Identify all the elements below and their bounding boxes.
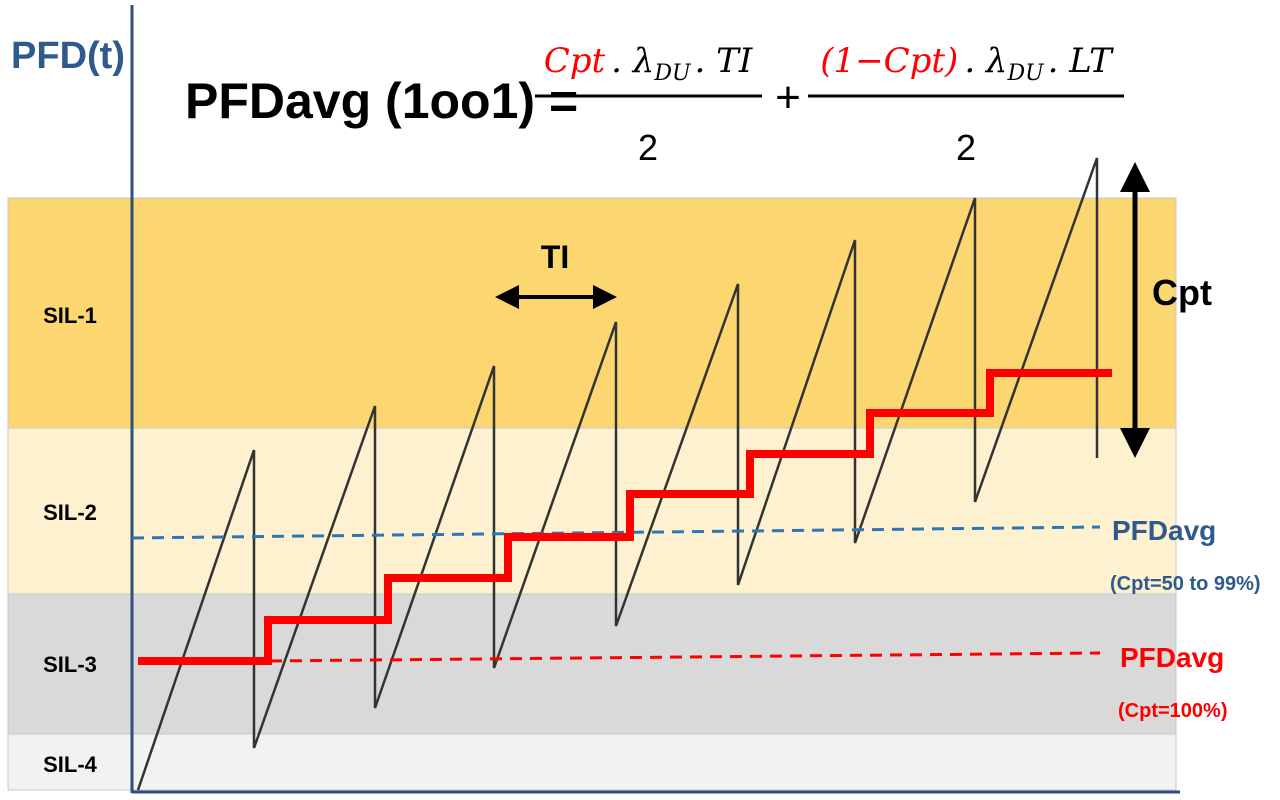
formula-part: . λ	[964, 41, 1007, 81]
band-sil2	[7, 427, 1177, 595]
formula-red: Cpt	[544, 41, 606, 81]
formula-plus: +	[775, 73, 801, 122]
formula-sub: DU	[1006, 61, 1045, 86]
band-label: SIL-4	[43, 752, 98, 777]
formula-sub: DU	[653, 61, 692, 86]
formula-numerator: (1−Cpt). λDU. LT	[820, 41, 1114, 86]
band-label: SIL-1	[43, 303, 97, 328]
formula-red: (1−Cpt)	[820, 41, 958, 81]
formula-part: . λ	[611, 41, 654, 81]
formula-numerator: Cpt. λDU. TI	[544, 41, 753, 86]
legend-note: (Cpt=100%)	[1118, 700, 1227, 722]
cpt-label: Cpt	[1152, 272, 1212, 313]
sawtooth	[136, 157, 1099, 791]
axis-label: PFD(t)	[11, 35, 125, 77]
formula-lhs: PFDavg (1oo1) =	[185, 73, 578, 129]
pfdavg-blue-line	[131, 525, 1101, 540]
formula-denominator: 2	[638, 127, 658, 168]
legend-label: PFDavg	[1120, 642, 1224, 673]
ti-label: TI	[541, 239, 569, 275]
formula-denominator: 2	[956, 127, 976, 168]
band-label: SIL-2	[43, 500, 97, 525]
legend-label: PFDavg	[1112, 515, 1216, 546]
formula-part: . TI	[695, 41, 753, 81]
band-sil4	[7, 733, 1177, 791]
formula-part: . LT	[1048, 41, 1114, 81]
pfdavg-red-line	[269, 651, 1101, 663]
band-label: SIL-3	[43, 652, 97, 677]
legend-note: (Cpt=50 to 99%)	[1110, 573, 1261, 595]
step-line	[138, 369, 1112, 665]
